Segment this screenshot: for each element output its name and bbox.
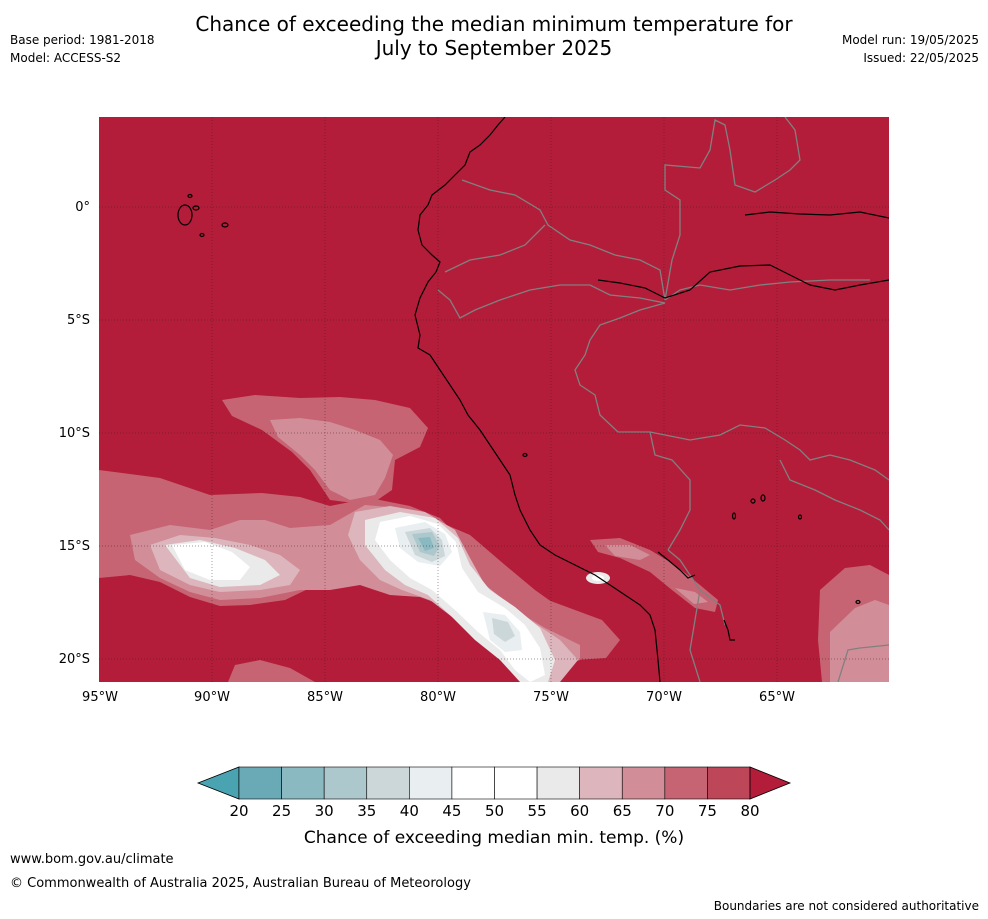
colorbar (196, 766, 792, 800)
footer-disclaimer: Boundaries are not considered authoritat… (713, 899, 979, 913)
model-name: Model: ACCESS-S2 (10, 51, 122, 65)
colorbar-tick-label: 80 (740, 802, 759, 820)
lon-label-65w: 65°W (759, 690, 795, 705)
title-line-2: July to September 2025 (375, 36, 613, 60)
lat-label-15s: 15°S (59, 539, 90, 554)
issued-date: Issued: 22/05/2025 (863, 51, 979, 65)
graticule (99, 117, 889, 682)
footer-copyright: © Commonwealth of Australia 2025, Austra… (10, 876, 471, 891)
lon-label-80w: 80°W (420, 690, 456, 705)
colorbar-swatch (238, 766, 282, 800)
colorbar-tick-label: 30 (315, 802, 334, 820)
colorbar-swatch (323, 766, 368, 800)
lat-label-5s: 5°S (67, 313, 90, 328)
colorbar-swatch (366, 766, 410, 800)
colorbar-swatch (451, 766, 495, 800)
longitude-labels: 95°W 90°W 85°W 80°W 75°W 70°W 65°W (82, 690, 795, 705)
colorbar-high-arrow (749, 766, 792, 800)
colorbar-swatch (621, 766, 666, 800)
colorbar-tick-label: 25 (272, 802, 291, 820)
model-run: Model run: 19/05/2025 (841, 33, 979, 47)
colorbar-tick-label: 70 (655, 802, 674, 820)
colorbar-tick-label: 45 (442, 802, 461, 820)
footer-url[interactable]: www.bom.gov.au/climate (10, 852, 174, 867)
colorbar-tick-label: 40 (400, 802, 419, 820)
colorbar-tick-label: 75 (698, 802, 717, 820)
contour-altiplano-inner (605, 545, 708, 604)
lon-label-85w: 85°W (307, 690, 343, 705)
map-panel (99, 117, 889, 682)
lon-label-95w: 95°W (82, 690, 118, 705)
latitude-labels: 0° 5°S 10°S 15°S 20°S (59, 200, 90, 667)
colorbar-swatch (494, 766, 538, 800)
contour-bottom-left (228, 660, 315, 682)
base-period: Base period: 1981-2018 (10, 33, 155, 47)
lon-label-75w: 75°W (533, 690, 569, 705)
colorbar-swatch (536, 766, 580, 800)
lat-label-10s: 10°S (59, 426, 90, 441)
colorbar-tick-label: 60 (570, 802, 589, 820)
colorbar-ticks: 20 25 30 35 40 45 50 55 60 65 70 75 80 (229, 802, 759, 820)
colorbar-swatch (664, 766, 708, 800)
lon-label-90w: 90°W (194, 690, 230, 705)
country-borders (437, 117, 889, 682)
colorbar-swatch (281, 766, 325, 800)
colorbar-tick-label: 20 (229, 802, 248, 820)
coastlines (177, 117, 889, 682)
colorbar-swatch (579, 766, 623, 800)
colorbar-tick-label: 55 (528, 802, 547, 820)
lat-label-20s: 20°S (59, 652, 90, 667)
contour-35-40 (405, 528, 515, 642)
map-title: Chance of exceeding the median minimum t… (0, 12, 988, 60)
lat-label-0: 0° (75, 200, 90, 215)
colorbar-tick-label: 50 (485, 802, 504, 820)
colorbar-swatch (409, 766, 453, 800)
contour-60-65 (150, 506, 578, 682)
contour-70-75-ridge (435, 520, 612, 648)
title-line-1: Chance of exceeding the median minimum t… (195, 12, 793, 36)
contour-25-30 (418, 537, 434, 551)
colorbar-low-arrow (196, 766, 240, 800)
header-left-meta: Base period: 1981-2018 Model: ACCESS-S2 (10, 31, 155, 67)
header-right-meta: Model run: 19/05/2025 Issued: 22/05/2025 (842, 31, 979, 67)
lon-label-70w: 70°W (646, 690, 682, 705)
colorbar-tick-label: 65 (613, 802, 632, 820)
contour-65-70-north (270, 418, 393, 500)
colorbar-label: Chance of exceeding median min. temp. (%… (304, 828, 684, 848)
colorbar-tick-label: 35 (357, 802, 376, 820)
contour-45-55 (172, 516, 545, 682)
colorbar-swatch (707, 766, 751, 800)
